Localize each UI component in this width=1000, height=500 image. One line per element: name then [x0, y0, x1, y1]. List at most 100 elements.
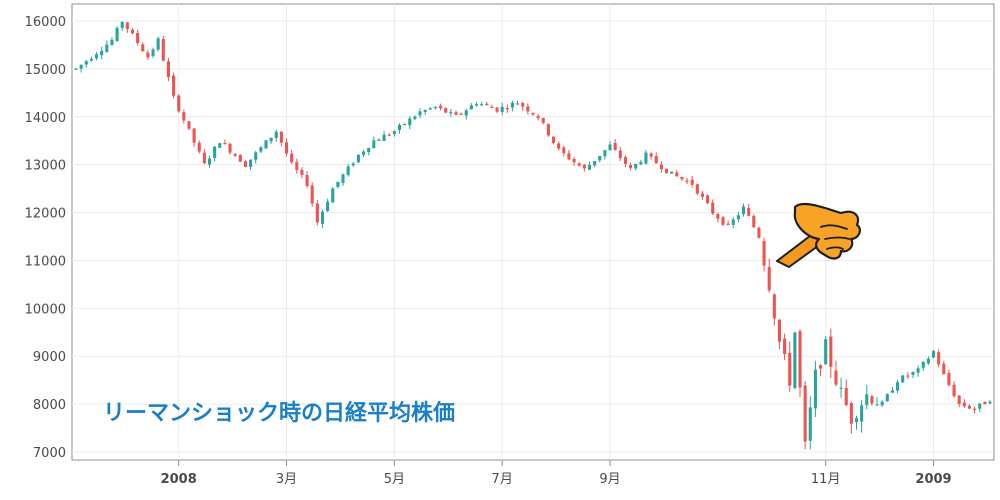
- candle-body: [541, 117, 545, 123]
- candle-body: [731, 219, 735, 225]
- candle-body: [89, 58, 93, 61]
- candle-body: [783, 338, 787, 355]
- candle-body: [618, 150, 622, 159]
- candle-body: [587, 164, 592, 170]
- candle-body: [854, 418, 859, 423]
- candle-body: [110, 39, 114, 45]
- plot-frame: [71, 3, 995, 461]
- candle-body: [94, 54, 99, 59]
- candle-body: [557, 143, 561, 149]
- candle-body: [916, 368, 920, 373]
- candle-body: [516, 103, 520, 105]
- candle-body: [926, 358, 930, 364]
- candle-body: [788, 352, 792, 386]
- candle-body: [813, 369, 817, 409]
- candle-body: [721, 217, 725, 225]
- candle-body: [706, 195, 710, 204]
- candle-body: [284, 142, 289, 154]
- candle-body: [125, 22, 129, 29]
- candle-body: [551, 136, 556, 143]
- grid-lines: [72, 4, 994, 460]
- candle-body: [362, 151, 366, 155]
- annotation-title: リーマンショック時の日経平均株価: [103, 400, 455, 426]
- candle-body: [418, 111, 422, 116]
- candle-body: [459, 113, 463, 115]
- y-tick-label: 13000: [25, 159, 66, 174]
- candle-body: [156, 38, 160, 50]
- candle-body: [736, 215, 740, 220]
- x-tick-label: 7月: [492, 472, 513, 487]
- candle-body: [392, 131, 396, 134]
- candle-body: [937, 352, 941, 365]
- candle-body: [844, 387, 848, 406]
- candle-body: [218, 143, 222, 148]
- candle-body: [870, 396, 874, 404]
- candle-body: [449, 112, 453, 114]
- candle-body: [978, 403, 982, 409]
- y-tick-label: 12000: [25, 207, 66, 222]
- candle-body: [546, 124, 550, 136]
- candle-body: [223, 143, 227, 145]
- candle-body: [695, 184, 699, 194]
- candle-body: [274, 131, 278, 138]
- candle-body: [921, 361, 925, 368]
- y-tick-label: 16000: [25, 15, 66, 30]
- candle-body: [531, 113, 535, 115]
- candle-body: [326, 201, 330, 212]
- x-tick-label: 3月: [276, 472, 297, 487]
- candle-body: [896, 382, 900, 391]
- candle-body: [613, 142, 617, 150]
- candlestick-series: [74, 21, 992, 450]
- candle-body: [228, 143, 232, 153]
- candle-body: [331, 188, 335, 203]
- candle-body: [351, 163, 355, 166]
- candle-body: [495, 107, 499, 112]
- x-tick-label: 2008: [161, 472, 197, 487]
- candle-body: [505, 107, 509, 110]
- y-tick-label: 14000: [25, 111, 66, 126]
- candle-body: [649, 153, 653, 157]
- candle-body: [454, 112, 458, 115]
- candle-body: [238, 154, 242, 162]
- candle-body: [259, 147, 263, 152]
- candle-body: [105, 44, 109, 52]
- candle-body: [166, 61, 170, 78]
- candle-body: [659, 164, 663, 170]
- candle-body: [911, 371, 915, 375]
- candle-body: [254, 152, 258, 160]
- candle-body: [623, 156, 627, 164]
- candle-body: [824, 339, 828, 365]
- candle-body: [464, 110, 468, 116]
- candle-body: [772, 294, 776, 319]
- candle-body: [860, 405, 864, 422]
- candle-body: [967, 405, 972, 409]
- candle-body: [808, 407, 812, 441]
- candle-body: [906, 375, 910, 377]
- candle-body: [726, 223, 730, 225]
- candle-body: [634, 163, 638, 169]
- candle-body: [320, 211, 325, 224]
- y-tick-label: 7000: [33, 446, 66, 461]
- candle-body: [84, 61, 88, 65]
- candle-body: [100, 50, 104, 56]
- candle-body: [777, 319, 782, 342]
- x-tick-label: 5月: [384, 472, 405, 487]
- candle-body: [161, 39, 165, 61]
- candle-body: [336, 181, 340, 188]
- candle-body: [526, 106, 530, 112]
- candle-body: [346, 166, 350, 175]
- candle-body: [973, 408, 977, 410]
- candle-body: [983, 401, 987, 405]
- candle-body: [767, 267, 771, 291]
- candle-body: [433, 106, 437, 109]
- candle-body: [300, 169, 304, 175]
- candle-body: [233, 154, 237, 156]
- pointing-hand-icon: [776, 202, 861, 268]
- candle-body: [243, 161, 247, 167]
- candle-body: [413, 116, 417, 120]
- candle-body: [172, 75, 176, 96]
- candle-body: [269, 137, 273, 142]
- candle-body: [490, 106, 494, 108]
- candle-body: [521, 103, 525, 107]
- candle-body: [382, 134, 386, 141]
